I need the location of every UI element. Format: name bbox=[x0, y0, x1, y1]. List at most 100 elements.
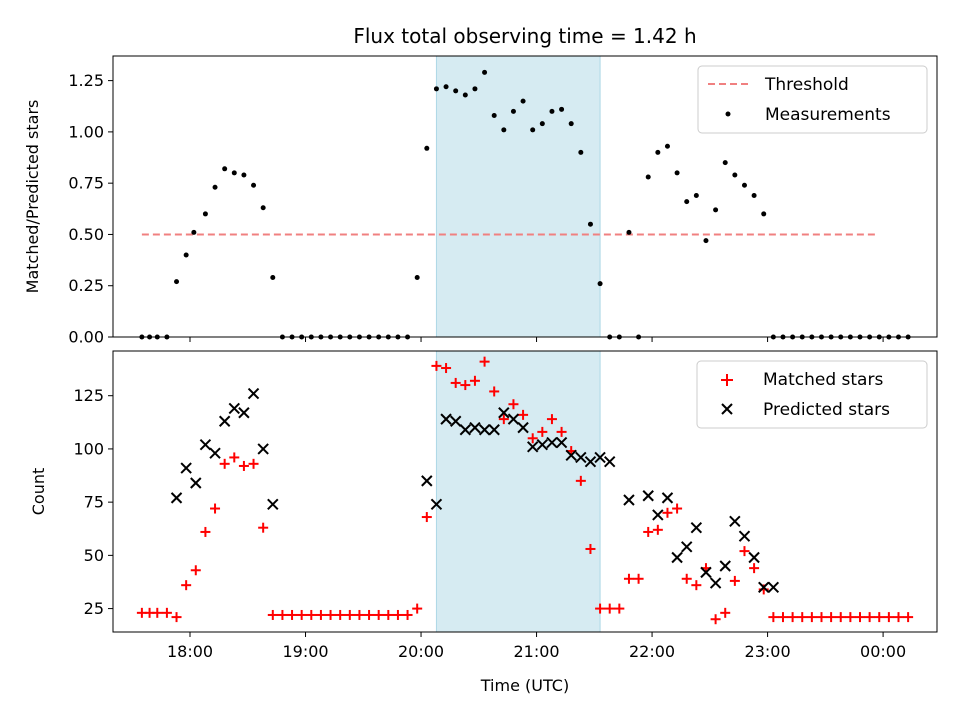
measurement-point bbox=[693, 192, 699, 198]
bottom-panel: 25 50 75 100 125 18:00 19:00 20:00 21:00 22:00 23:… bbox=[29, 350, 938, 695]
matched-point bbox=[604, 603, 615, 614]
x-tick-label: 22:00 bbox=[629, 642, 675, 661]
matched-point bbox=[421, 512, 432, 523]
matched-point bbox=[556, 426, 567, 437]
matched-point bbox=[296, 609, 307, 620]
matched-point bbox=[633, 573, 644, 584]
measurement-point bbox=[191, 229, 197, 235]
predicted-point bbox=[738, 530, 751, 542]
matched-point bbox=[354, 609, 365, 620]
matched-point bbox=[469, 375, 480, 386]
measurement-point bbox=[559, 106, 565, 112]
measurement-point bbox=[539, 121, 545, 127]
measurement-point bbox=[443, 84, 449, 90]
predicted-point bbox=[488, 424, 500, 436]
measurement-point bbox=[530, 127, 536, 133]
matched-point bbox=[412, 603, 423, 614]
matched-point bbox=[210, 503, 221, 514]
predicted-point bbox=[170, 492, 183, 504]
measurement-point bbox=[183, 252, 189, 258]
matched-point bbox=[229, 452, 240, 463]
series-predicted-stars bbox=[170, 387, 780, 594]
matched-point bbox=[729, 575, 740, 586]
measurement-point bbox=[520, 98, 526, 104]
measurement-point bbox=[414, 275, 420, 281]
x-tick-label: 18:00 bbox=[167, 642, 213, 661]
predicted-point bbox=[661, 492, 674, 504]
matched-point bbox=[777, 612, 788, 623]
matched-point bbox=[171, 612, 182, 623]
x-tick-label: 21:00 bbox=[513, 642, 559, 661]
matched-point bbox=[200, 526, 211, 537]
matched-point bbox=[710, 614, 721, 625]
x-tick-label: 00:00 bbox=[860, 642, 906, 661]
measurement-point bbox=[597, 281, 603, 287]
predicted-point bbox=[767, 581, 780, 594]
predicted-point bbox=[228, 402, 240, 415]
predicted-point bbox=[594, 451, 606, 464]
matched-point bbox=[258, 522, 269, 533]
top-y-axis-label: Matched/Predicted stars bbox=[23, 100, 42, 294]
predicted-point bbox=[709, 577, 722, 589]
predicted-point bbox=[681, 541, 693, 553]
predicted-point bbox=[469, 421, 481, 434]
matched-point bbox=[826, 612, 837, 623]
matched-point bbox=[364, 609, 375, 620]
matched-point bbox=[672, 503, 683, 514]
top-panel-frame bbox=[112, 55, 938, 338]
top-panel-axes: 0.00 0.25 0.50 0.75 1.00 1.25 bbox=[68, 71, 884, 347]
matched-point bbox=[614, 603, 625, 614]
measurement-point bbox=[578, 149, 584, 155]
predicted-point bbox=[623, 494, 635, 506]
bottom-panel-axes: 25 50 75 100 125 18:00 19:00 20:00 21:00 22:00 23:… bbox=[73, 386, 906, 661]
matched-point bbox=[546, 414, 557, 425]
predicted-point bbox=[199, 438, 212, 451]
matched-point bbox=[441, 363, 452, 374]
predicted-point bbox=[642, 490, 654, 502]
legend-measurements-swatch bbox=[725, 111, 731, 117]
predicted-point bbox=[536, 438, 549, 451]
predicted-point bbox=[690, 521, 703, 534]
matched-point bbox=[797, 612, 808, 623]
measurement-point bbox=[174, 279, 180, 285]
top-legend-box bbox=[697, 65, 928, 134]
predicted-point bbox=[758, 581, 770, 594]
matched-point bbox=[518, 409, 529, 420]
x-tick-label: 19:00 bbox=[282, 642, 328, 661]
matched-point bbox=[720, 607, 731, 618]
measurement-point bbox=[212, 184, 218, 190]
measurement-point bbox=[270, 275, 276, 281]
bottom-highlight-band bbox=[435, 350, 601, 633]
y-tick-label: 125 bbox=[73, 386, 104, 405]
y-tick-label: 1.25 bbox=[68, 71, 104, 90]
matched-point bbox=[575, 475, 586, 486]
measurement-point bbox=[587, 221, 593, 227]
legend-threshold-label: Threshold bbox=[764, 75, 849, 95]
top-panel: 0.00 0.25 0.50 0.75 1.00 1.25 Matched/Predict… bbox=[23, 55, 938, 347]
matched-point bbox=[903, 612, 914, 623]
measurement-point bbox=[655, 149, 661, 155]
predicted-point bbox=[238, 407, 250, 419]
measurement-point bbox=[424, 145, 430, 151]
matched-point bbox=[845, 612, 856, 623]
predicted-point bbox=[218, 415, 231, 427]
measurement-point bbox=[741, 182, 747, 188]
measurement-point bbox=[433, 86, 439, 92]
predicted-point bbox=[421, 475, 433, 487]
matched-point bbox=[739, 546, 750, 557]
measurement-point bbox=[664, 143, 670, 149]
measurement-point bbox=[462, 92, 468, 98]
measurement-point bbox=[674, 170, 680, 176]
matched-point bbox=[161, 607, 172, 618]
matched-point bbox=[681, 573, 692, 584]
measurement-point bbox=[241, 172, 247, 178]
measurement-point bbox=[732, 172, 738, 178]
legend-matched-swatch bbox=[721, 374, 733, 386]
predicted-point bbox=[526, 441, 539, 453]
predicted-point bbox=[190, 477, 202, 489]
y-tick-label: 0.00 bbox=[68, 328, 104, 347]
predicted-point bbox=[555, 436, 568, 449]
matched-point bbox=[643, 526, 654, 537]
matched-point bbox=[662, 507, 673, 518]
